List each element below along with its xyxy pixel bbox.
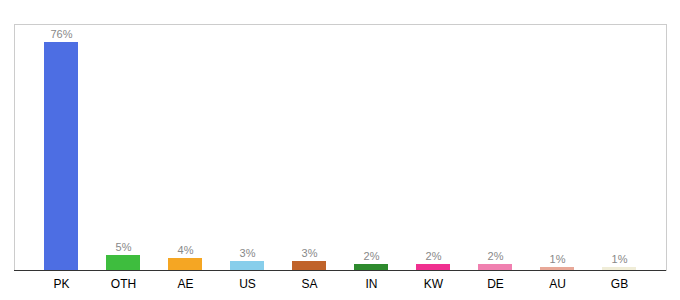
svg-text:2%: 2%: [364, 250, 380, 262]
svg-text:76%: 76%: [50, 28, 72, 40]
svg-text:AU: AU: [549, 277, 566, 291]
svg-text:US: US: [239, 277, 256, 291]
svg-text:PK: PK: [53, 277, 69, 291]
svg-text:KW: KW: [424, 277, 444, 291]
svg-text:1%: 1%: [612, 253, 628, 265]
svg-text:3%: 3%: [302, 247, 318, 259]
svg-text:OTH: OTH: [111, 277, 136, 291]
svg-text:IN: IN: [366, 277, 378, 291]
svg-text:DE: DE: [487, 277, 504, 291]
svg-text:2%: 2%: [426, 250, 442, 262]
svg-text:3%: 3%: [240, 247, 256, 259]
svg-text:5%: 5%: [116, 241, 132, 253]
svg-text:SA: SA: [301, 277, 317, 291]
svg-text:GB: GB: [611, 277, 628, 291]
svg-text:4%: 4%: [178, 244, 194, 256]
svg-text:2%: 2%: [488, 250, 504, 262]
svg-text:AE: AE: [177, 277, 193, 291]
svg-text:1%: 1%: [550, 253, 566, 265]
